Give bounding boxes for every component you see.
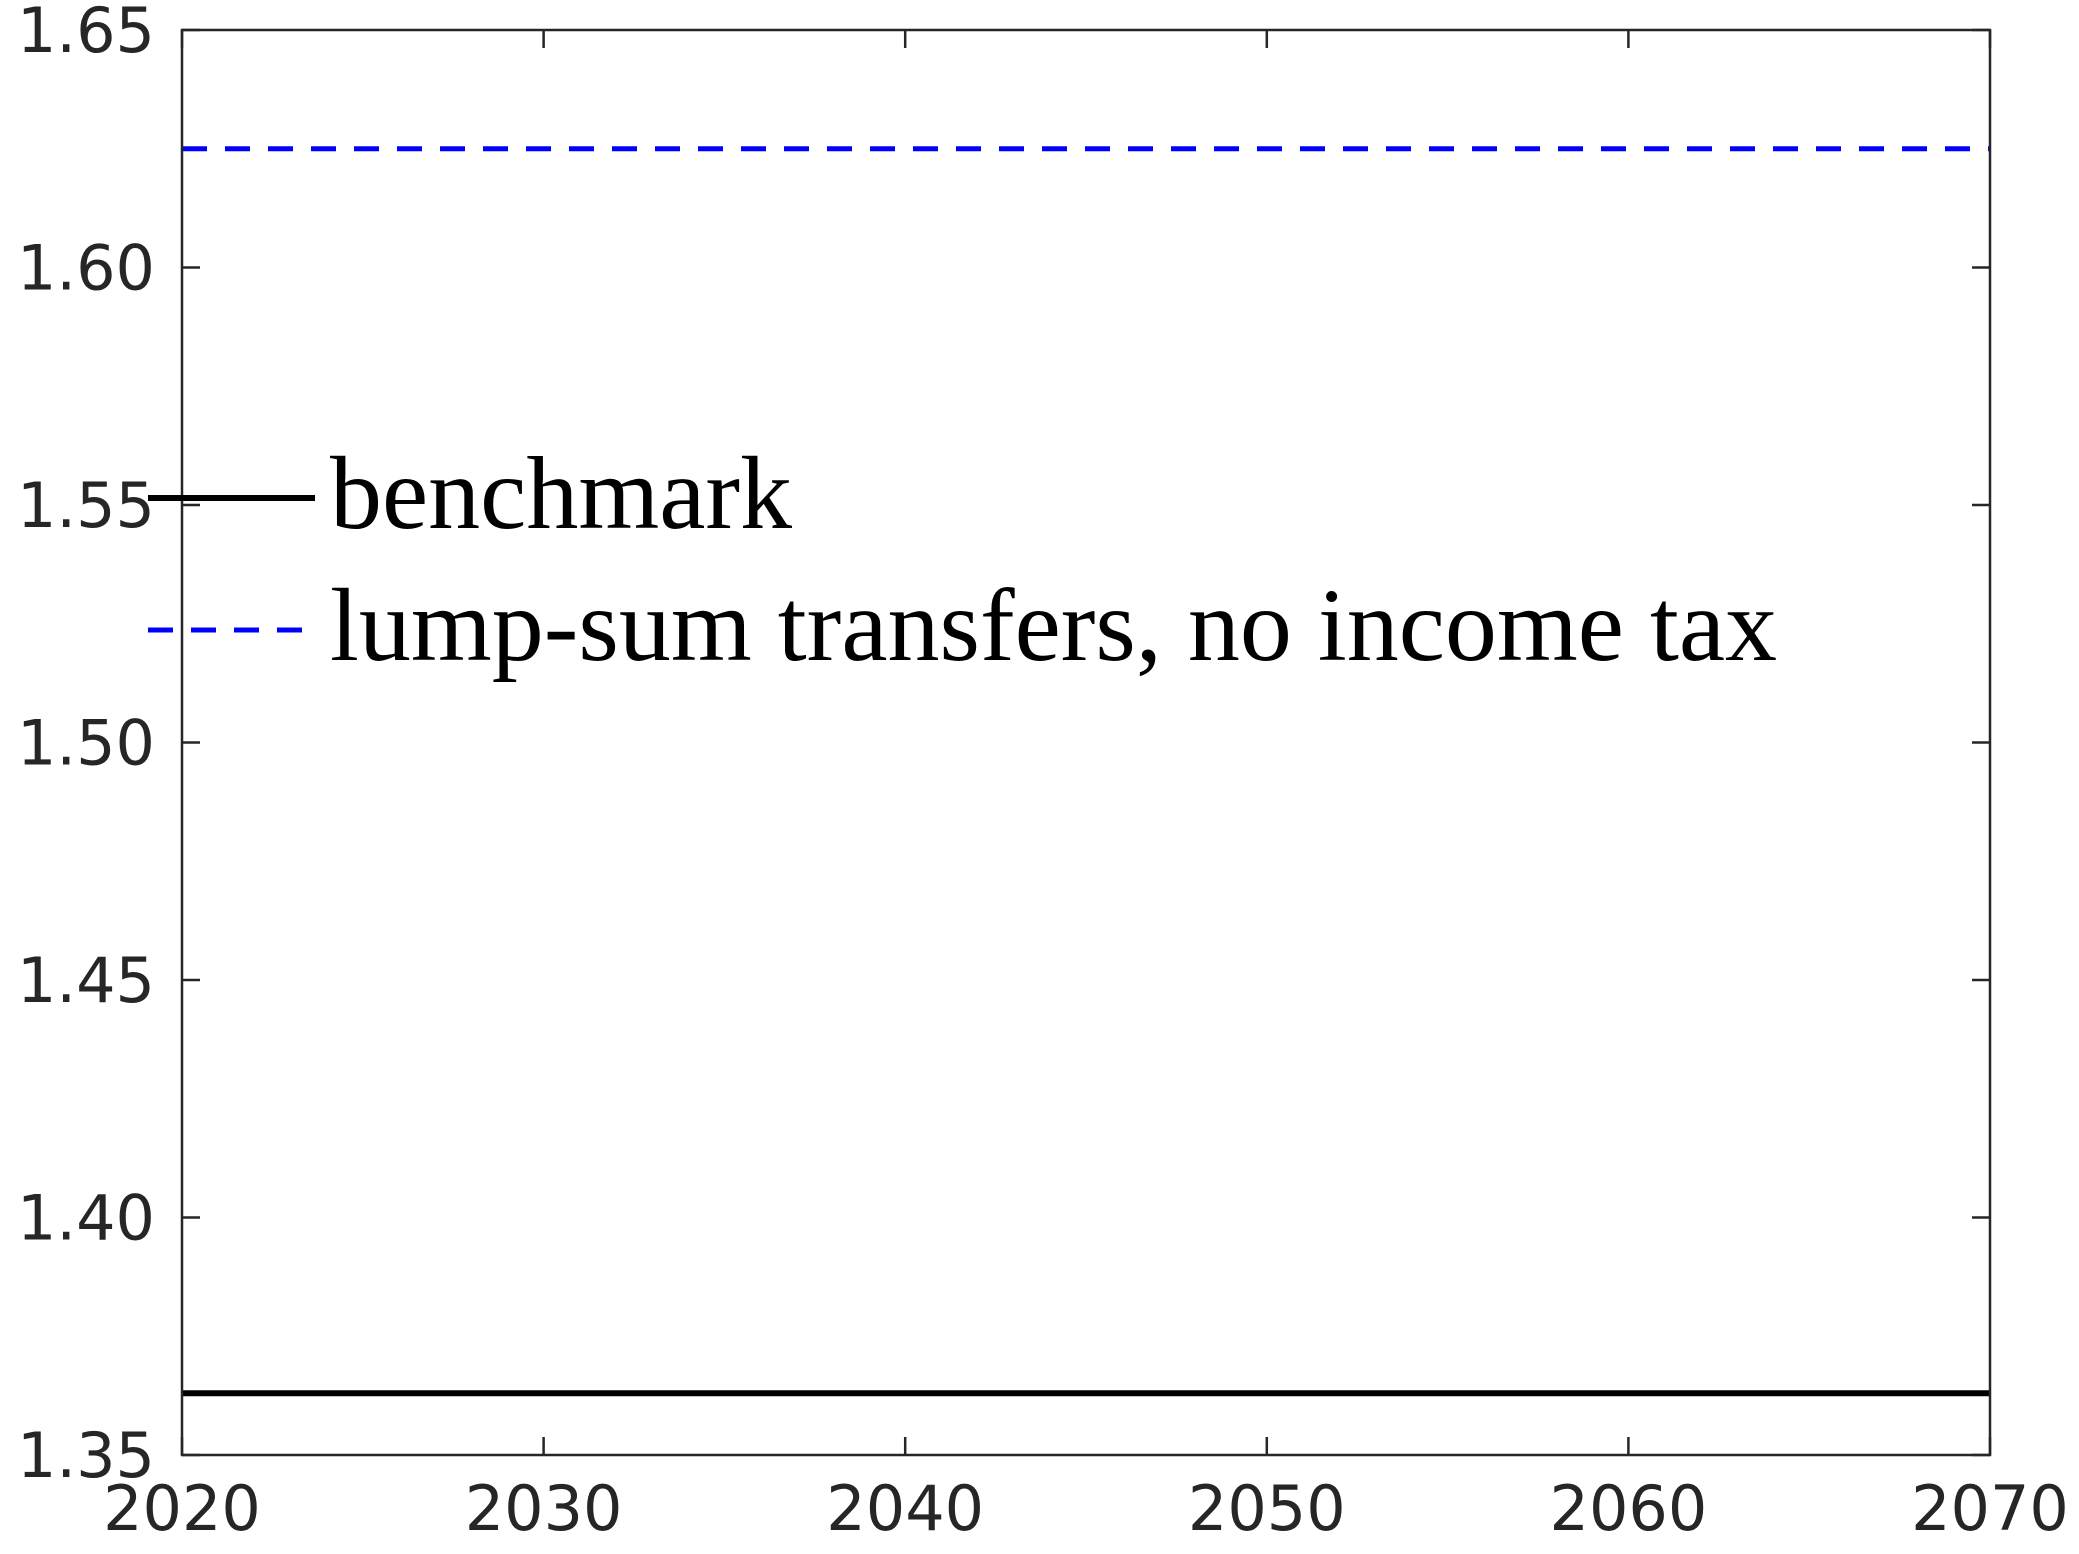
plot-background: [182, 30, 1990, 1455]
y-tick-label: 1.55: [17, 469, 155, 542]
x-tick-label: 2030: [465, 1472, 623, 1545]
y-tick-label: 1.65: [17, 0, 155, 67]
plot-area: [182, 30, 1990, 1455]
legend-label-1: benchmark: [330, 436, 792, 551]
ticks-layer: 2020 2030 2040 2050 2060 2070 1.35 1.40 1.45 1.50…: [17, 0, 2069, 1545]
series-layer: [182, 146, 1990, 1397]
x-tick-label: 2040: [826, 1472, 984, 1545]
y-tick-label: 1.50: [17, 707, 155, 780]
y-tick-label: 1.40: [17, 1182, 155, 1255]
x-tick-label: 2020: [103, 1472, 261, 1545]
x-tick-label: 2070: [1911, 1472, 2069, 1545]
y-tick-label: 1.45: [17, 944, 155, 1017]
x-tick-label: 2050: [1188, 1472, 1346, 1545]
y-tick-label: 1.35: [17, 1419, 155, 1492]
y-tick-label: 1.60: [17, 232, 155, 305]
legend-label-2: lump-sum transfers, no income tax: [330, 568, 1777, 683]
legend: benchmark lump-sum transfers, no income t…: [148, 436, 1777, 683]
x-tick-label: 2060: [1550, 1472, 1708, 1545]
